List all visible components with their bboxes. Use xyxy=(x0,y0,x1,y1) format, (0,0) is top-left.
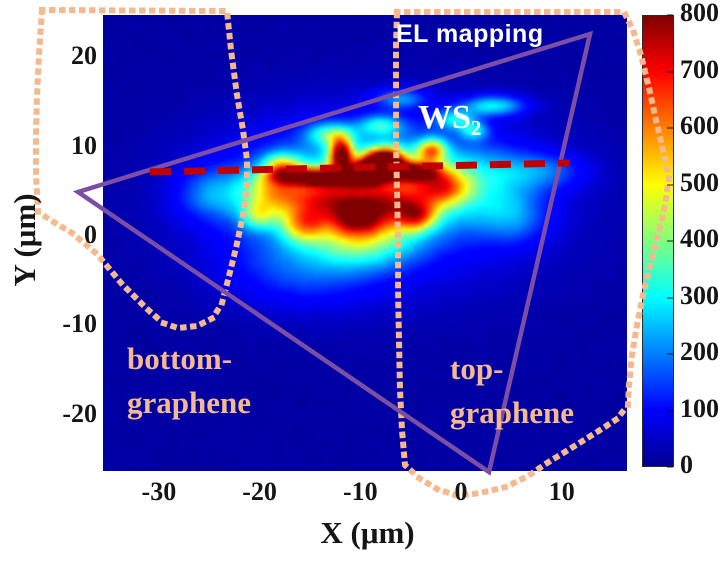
y-tick-label: -20 xyxy=(62,398,97,428)
colorbar-tick-label: 100 xyxy=(680,393,719,423)
colorbar-tick-label: 500 xyxy=(680,167,719,197)
bottom-graphene-label: bottom-graphene xyxy=(127,337,251,425)
top-graphene-label: top-graphene xyxy=(450,347,574,435)
x-tick-label: 10 xyxy=(548,477,575,506)
ws2-material-label: WS2 xyxy=(418,99,481,141)
bottom-graphene-line1: bottom- xyxy=(127,341,233,376)
colorbar-tick-label: 0 xyxy=(680,450,693,479)
top-graphene-line2: graphene xyxy=(450,395,574,430)
x-tick-label: -30 xyxy=(141,477,177,506)
x-tick-label: -20 xyxy=(242,477,277,506)
top-graphene-line1: top- xyxy=(450,351,504,386)
plot-title: EL mapping xyxy=(396,20,544,48)
y-tick-label: 10 xyxy=(71,130,97,160)
y-tick-label: 20 xyxy=(71,41,97,71)
ws2-subscript: 2 xyxy=(470,116,482,140)
ws2-main-text: WS xyxy=(418,99,471,136)
colorbar-tick-mark xyxy=(667,70,673,73)
colorbar-tick-mark xyxy=(667,127,673,129)
colorbar-tick-mark xyxy=(667,409,673,412)
colorbar-tick-mark xyxy=(667,240,673,242)
colorbar-tick-mark xyxy=(667,353,673,355)
x-axis-label: X (μm) xyxy=(320,515,415,550)
y-tick-label: 0 xyxy=(84,220,97,250)
bottom-graphene-line2: graphene xyxy=(127,385,251,420)
colorbar-tick-mark xyxy=(667,14,673,16)
colorbar-tick-label: 400 xyxy=(680,224,719,253)
x-tick-label: -10 xyxy=(342,477,378,506)
colorbar-tick-label: 200 xyxy=(680,337,719,366)
colorbar-tick-label: 300 xyxy=(680,280,719,310)
colorbar-tick-label: 600 xyxy=(680,111,719,140)
colorbar-tick-label: 700 xyxy=(680,54,719,84)
colorbar-tick-mark xyxy=(667,183,673,186)
colorbar-tick-label: 800 xyxy=(680,0,719,27)
colorbar-tick-mark xyxy=(667,296,673,299)
y-tick-label: -10 xyxy=(62,309,97,339)
x-tick-label: 0 xyxy=(454,477,468,506)
colorbar-tick-mark xyxy=(667,466,673,468)
